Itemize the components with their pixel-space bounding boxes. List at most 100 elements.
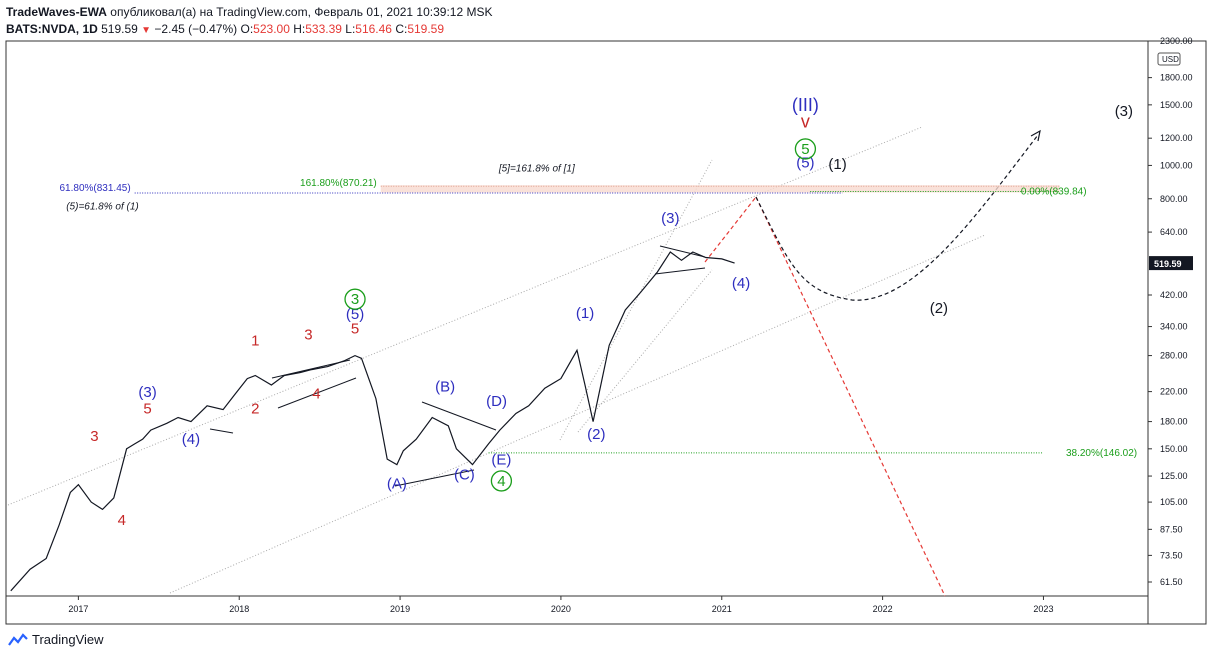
footer-brand-label: TradingView	[32, 632, 104, 647]
fib-levels[interactable]: 61.80%(831.45) 161.80%(870.21) 0.00%(839.8…	[60, 178, 1138, 459]
wave-label: (3)	[138, 384, 156, 401]
y-tick-label: 640.00	[1160, 227, 1188, 237]
triangle-line[interactable]	[277, 377, 357, 409]
wave-label: 5	[801, 141, 809, 158]
annotation-text: (5)=61.8% of (1)	[66, 201, 139, 212]
currency-box	[1157, 52, 1181, 66]
wave-labels: 345(3)(4)12345(5)3(A)(B)(C)(D)(E)4(1)(2)…	[90, 95, 1133, 529]
x-tick-label: 2021	[712, 604, 732, 614]
wave-label: (C)	[454, 467, 475, 484]
price-series	[10, 251, 735, 592]
y-tick-label: 73.50	[1160, 550, 1183, 560]
y-tick-label: 105.00	[1160, 497, 1188, 507]
projection-wave-5[interactable]	[704, 196, 757, 263]
wave-label: (3)	[1115, 103, 1133, 120]
wave-label-circle	[490, 470, 513, 492]
wave-label: (B)	[435, 379, 455, 396]
y-tick-label: 800.00	[1160, 194, 1188, 204]
x-tick-label: 2018	[229, 604, 249, 614]
chart-header-author: TradeWaves-EWA опубликовал(а) на Trading…	[6, 5, 492, 19]
y-tick-label: 1000.00	[1160, 160, 1193, 170]
fib-label: 161.80%(870.21)	[300, 178, 377, 189]
wave-label: v	[801, 111, 810, 131]
wave-label: (4)	[182, 431, 200, 448]
price-change: −2.45 (−0.47%)	[154, 22, 238, 36]
wave-label: 3	[304, 326, 312, 343]
projection-arrow-icon	[1030, 129, 1041, 142]
last-price-badge	[1149, 256, 1193, 271]
annotation-text: [5]=161.8% of [1]	[498, 164, 575, 175]
y-tick-label: 280.00	[1160, 351, 1188, 361]
y-tick-label: 340.00	[1160, 322, 1188, 332]
triangle-line[interactable]	[421, 401, 497, 431]
wave-label: (5)	[796, 155, 814, 172]
author-name[interactable]: TradeWaves-EWA	[6, 5, 107, 19]
x-tick-label: 2017	[68, 604, 88, 614]
close-label: C:	[395, 22, 408, 36]
x-tick-label: 2023	[1033, 604, 1053, 614]
low-value: 516.46	[355, 22, 392, 36]
fib-label: 38.20%(146.02)	[1066, 448, 1137, 459]
triangle-line[interactable]	[394, 469, 475, 487]
triangle-line[interactable]	[209, 428, 234, 434]
fib-zone	[380, 185, 1060, 193]
currency-label[interactable]: USD	[1162, 55, 1179, 64]
high-value: 533.39	[305, 22, 342, 36]
channel-line-upper[interactable]	[7, 126, 923, 506]
y-tick-label: 220.00	[1160, 387, 1188, 397]
fib-label: 61.80%(831.45)	[60, 183, 131, 194]
channel-line-steep[interactable]	[559, 159, 713, 441]
wave-label: (A)	[387, 476, 407, 493]
wave-label: (2)	[930, 300, 948, 317]
triangle-line[interactable]	[654, 267, 706, 275]
chart-frame	[5, 40, 1207, 625]
y-tick-label: 1500.00	[1160, 100, 1193, 110]
price-line	[10, 251, 735, 592]
wave-label: 4	[118, 512, 126, 529]
wave-label-circle	[344, 288, 366, 310]
channel-lines[interactable]	[7, 126, 1041, 597]
projection-wave-drop[interactable]	[755, 196, 946, 597]
wave-label: 5	[351, 320, 359, 337]
published-text: опубликовал(а) на TradingView.com, Февра…	[110, 5, 493, 19]
wave-label: (E)	[491, 452, 511, 469]
channel-line-lower[interactable]	[169, 234, 986, 594]
wave-label: 3	[90, 428, 98, 445]
price-axis[interactable]: 61.50 73.50 87.50 105.00 125.00 150.00 180.00 2…	[1148, 36, 1193, 587]
y-tick-label: 1200.00	[1160, 133, 1193, 143]
price-chart[interactable]: 61.80%(831.45) 161.80%(870.21) 0.00%(839.8…	[0, 0, 1212, 630]
wave-label-circle	[794, 138, 817, 160]
close-value: 519.59	[407, 22, 445, 36]
wave-label: (1)	[576, 305, 594, 322]
last-price: 519.59	[101, 22, 138, 36]
wave-label: (3)	[661, 210, 679, 227]
y-tick-label: 61.50	[1160, 577, 1183, 587]
wave-label: (2)	[587, 426, 605, 443]
symbol-label[interactable]: BATS:NVDA, 1D	[6, 22, 98, 36]
footer-brand[interactable]: TradingView	[8, 632, 104, 647]
wave-label: (5)	[346, 306, 364, 323]
fib-label: 0.00%(839.84)	[1021, 186, 1087, 197]
down-triangle-icon: ▼	[141, 25, 152, 36]
y-tick-label: 150.00	[1160, 444, 1188, 454]
y-tick-label: 87.50	[1160, 524, 1183, 534]
wave-label: 4	[497, 473, 505, 490]
wave-label: (III)	[792, 95, 819, 115]
wave-label: 2	[251, 401, 259, 418]
wave-label: 3	[351, 291, 359, 308]
tradingview-logo-icon	[8, 632, 28, 646]
y-tick-label: 2300.00	[1160, 36, 1193, 46]
channel-line-steep-lower[interactable]	[577, 269, 713, 433]
y-tick-label: 125.00	[1160, 471, 1188, 481]
open-label: O:	[240, 22, 254, 36]
triangle-line[interactable]	[659, 245, 706, 258]
y-tick-label: 180.00	[1160, 417, 1188, 427]
y-tick-label: 420.00	[1160, 290, 1188, 300]
projection-wave-2-3[interactable]	[755, 134, 1039, 301]
chart-header-ohlc: BATS:NVDA, 1D 519.59 ▼ −2.45 (−0.47%) O:…	[6, 22, 444, 36]
y-tick-label: 519.59	[1154, 259, 1182, 269]
time-axis[interactable]: 2017 2018 2019 2020 2021 2022 2023	[68, 596, 1053, 614]
wave-label: (4)	[732, 275, 750, 292]
wave-label: 1	[251, 332, 259, 349]
x-tick-label: 2020	[551, 604, 571, 614]
